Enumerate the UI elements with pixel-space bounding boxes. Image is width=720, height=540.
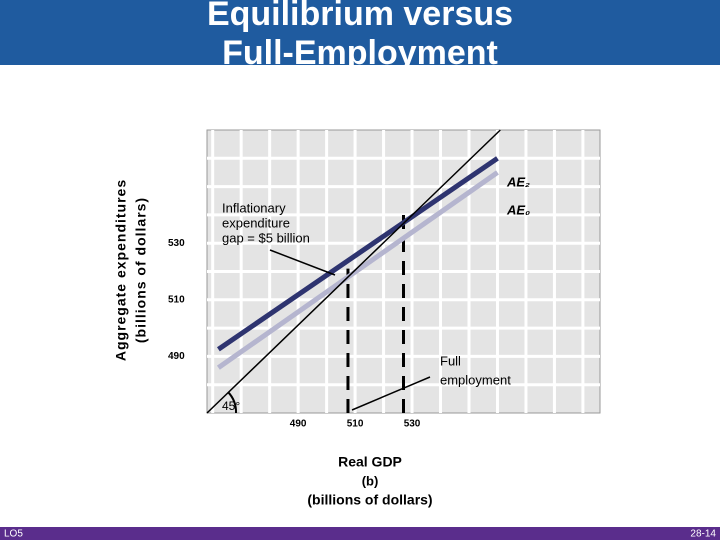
x-tick-label: 510 bbox=[347, 419, 364, 430]
angle-label: 45° bbox=[222, 399, 240, 413]
y-tick-label: 490 bbox=[168, 351, 185, 362]
angle-arc bbox=[227, 391, 238, 414]
footer-band bbox=[0, 527, 720, 540]
footer-left: LO5 bbox=[4, 529, 23, 540]
annotation: Full bbox=[440, 353, 461, 368]
line bbox=[206, 129, 501, 414]
series-label: AE₀ bbox=[506, 202, 530, 217]
x-axis-label: (b) bbox=[362, 473, 379, 488]
annotation: expenditure bbox=[222, 215, 290, 230]
header-band bbox=[0, 0, 720, 65]
x-tick-label: 490 bbox=[290, 419, 307, 430]
y-tick-label: 530 bbox=[168, 238, 185, 249]
title: Equilibrium versus bbox=[207, 0, 513, 33]
annotation: gap = $5 billion bbox=[222, 230, 310, 245]
pointer bbox=[269, 249, 336, 276]
y-axis-label: Aggregate expenditures bbox=[113, 179, 129, 361]
line bbox=[216, 170, 499, 370]
x-tick-label: 530 bbox=[404, 419, 421, 430]
pointer bbox=[351, 376, 431, 411]
title: Full-Employment bbox=[222, 34, 498, 72]
x-axis-label: Real GDP bbox=[338, 454, 402, 470]
series-label: AE₂ bbox=[506, 174, 530, 189]
y-tick-label: 510 bbox=[168, 294, 185, 305]
y-axis-label: (billions of dollars) bbox=[133, 197, 149, 343]
line bbox=[216, 156, 499, 352]
footer-right: 28-14 bbox=[690, 529, 716, 540]
x-axis-label: (billions of dollars) bbox=[307, 492, 432, 508]
annotation: employment bbox=[440, 372, 511, 387]
annotation: Inflationary bbox=[222, 200, 286, 215]
